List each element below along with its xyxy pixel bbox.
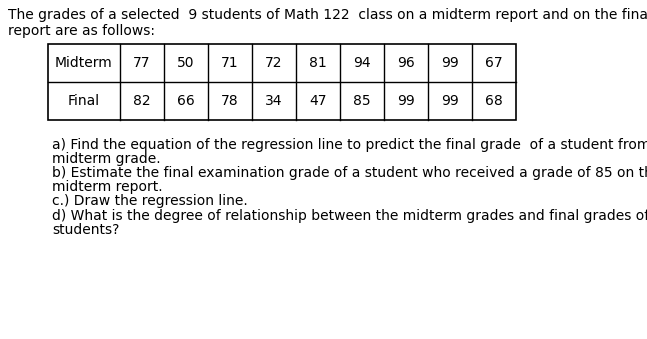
Text: report are as follows:: report are as follows:: [8, 24, 155, 38]
Text: 78: 78: [221, 94, 239, 108]
Text: 67: 67: [485, 56, 503, 70]
Bar: [48, 44, 516, 120]
Text: 94: 94: [353, 56, 371, 70]
Text: 68: 68: [485, 94, 503, 108]
Text: 99: 99: [441, 56, 459, 70]
Text: The grades of a selected  9 students of Math 122  class on a midterm report and : The grades of a selected 9 students of M…: [8, 8, 647, 22]
Text: 85: 85: [353, 94, 371, 108]
Text: Final: Final: [68, 94, 100, 108]
Text: midterm report.: midterm report.: [52, 180, 162, 195]
Text: 47: 47: [309, 94, 327, 108]
Text: 50: 50: [177, 56, 195, 70]
Text: d) What is the degree of relationship between the midterm grades and final grade: d) What is the degree of relationship be…: [52, 209, 647, 223]
Text: students?: students?: [52, 223, 120, 238]
Text: 99: 99: [441, 94, 459, 108]
Text: 72: 72: [265, 56, 283, 70]
Text: Midterm: Midterm: [55, 56, 113, 70]
Text: 66: 66: [177, 94, 195, 108]
Text: 71: 71: [221, 56, 239, 70]
Text: 99: 99: [397, 94, 415, 108]
Text: 77: 77: [133, 56, 151, 70]
Text: b) Estimate the final examination grade of a student who received a grade of 85 : b) Estimate the final examination grade …: [52, 166, 647, 180]
Text: c.) Draw the regression line.: c.) Draw the regression line.: [52, 194, 248, 208]
Text: midterm grade.: midterm grade.: [52, 153, 160, 166]
Text: 82: 82: [133, 94, 151, 108]
Text: 81: 81: [309, 56, 327, 70]
Text: 96: 96: [397, 56, 415, 70]
Text: a) Find the equation of the regression line to predict the final grade  of a stu: a) Find the equation of the regression l…: [52, 138, 647, 152]
Text: 34: 34: [265, 94, 283, 108]
